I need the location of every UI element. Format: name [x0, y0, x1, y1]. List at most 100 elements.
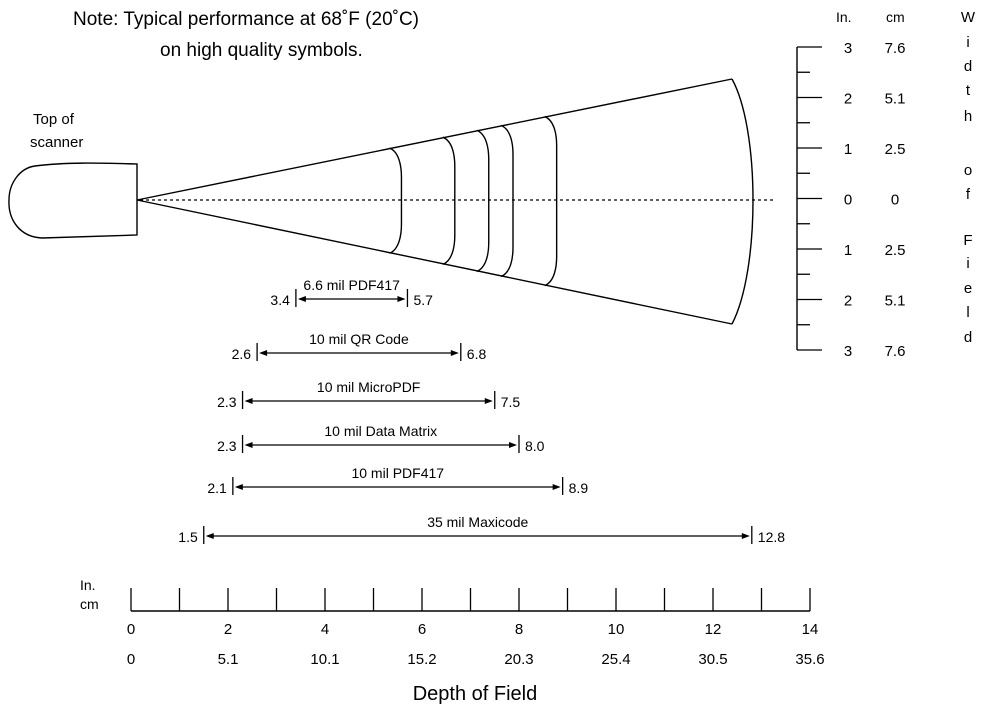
range-near-value: 3.4 — [270, 292, 290, 308]
width-unit-cm: cm — [886, 9, 905, 25]
range-arrow-right — [397, 296, 406, 302]
range-far-value: 7.5 — [501, 394, 521, 410]
scanner-label-line-2: scanner — [30, 134, 83, 151]
scanner-label-line-1: Top of — [33, 111, 75, 128]
range-symbol-label: 6.6 mil PDF417 — [303, 277, 400, 293]
range-arrow-left — [205, 533, 214, 539]
width-title-letter: e — [964, 280, 972, 297]
range-far-value: 6.8 — [467, 346, 487, 362]
range-arrow-right — [450, 350, 459, 356]
range-symbol-label: 10 mil QR Code — [309, 331, 409, 347]
depth-label-cm: 25.4 — [601, 651, 630, 668]
range-far-value: 8.9 — [569, 480, 589, 496]
range-far-value: 5.7 — [413, 292, 433, 308]
depth-label-in: 0 — [127, 621, 135, 638]
depth-unit-in: In. — [80, 577, 96, 593]
width-title-letter: d — [964, 329, 972, 346]
depth-axis: 0025.1410.1615.2820.31025.41230.51435.6 … — [80, 577, 825, 705]
width-label-in: 1 — [844, 141, 852, 158]
cone-range-arc — [389, 147, 403, 254]
width-unit-in: In. — [836, 9, 852, 25]
range-row: 10 mil MicroPDF 2.3 7.5 — [217, 379, 520, 410]
cone-range-arc — [500, 124, 514, 278]
width-label-cm: 7.6 — [885, 40, 906, 57]
range-symbol-label: 10 mil PDF417 — [351, 465, 444, 481]
width-label-in: 2 — [844, 91, 852, 108]
depth-label-in: 14 — [802, 621, 819, 638]
width-label-in: 2 — [844, 293, 852, 310]
width-label-in: 3 — [844, 40, 852, 57]
depth-label-in: 12 — [705, 621, 722, 638]
depth-label-cm: 10.1 — [310, 651, 339, 668]
scanner-head-shape — [8, 162, 138, 239]
cone-range-arcs — [389, 115, 558, 287]
depth-label-cm: 30.5 — [698, 651, 727, 668]
cone-range-arc — [476, 129, 490, 273]
range-arrow-right — [484, 398, 493, 404]
range-arrow-left — [234, 484, 243, 490]
depth-label-in: 8 — [515, 621, 523, 638]
width-label-cm: 7.6 — [885, 343, 906, 360]
width-title-letter: f — [966, 186, 971, 203]
depth-label-in: 6 — [418, 621, 426, 638]
width-title-letter: l — [966, 304, 969, 321]
note-line-1: Note: Typical performance at 68˚F (20˚C) — [73, 9, 419, 30]
range-arrow-right — [509, 442, 517, 448]
range-far-value: 8.0 — [525, 438, 545, 454]
range-near-value: 2.6 — [232, 346, 252, 362]
width-label-in: 3 — [844, 343, 852, 360]
width-title-letter: i — [966, 34, 969, 51]
width-title-letter: F — [963, 232, 972, 249]
range-row: 10 mil QR Code 2.6 6.8 — [232, 331, 487, 362]
depth-label-in: 2 — [224, 621, 232, 638]
width-label-in: 1 — [844, 242, 852, 259]
width-scale: 3 7.62 5.11 2.50 01 2.52 5.13 7.6 In. cm Widtho… — [796, 9, 976, 360]
width-title-letter: o — [964, 162, 972, 179]
depth-label-cm: 20.3 — [504, 651, 533, 668]
range-row: 6.6 mil PDF417 3.4 5.7 — [270, 277, 433, 308]
depth-label-in: 4 — [321, 621, 329, 638]
range-row: 10 mil PDF417 2.1 8.9 — [207, 465, 588, 496]
width-title-letter: W — [961, 9, 976, 26]
range-row: 10 mil Data Matrix 2.3 8.0 — [217, 423, 545, 454]
width-title-letter: h — [964, 108, 972, 125]
depth-unit-cm: cm — [80, 596, 99, 612]
width-title-letter: t — [966, 82, 971, 99]
width-title-letter: d — [964, 58, 972, 75]
range-near-value: 2.3 — [217, 394, 237, 410]
range-row: 35 mil Maxicode 1.5 12.8 — [178, 514, 785, 545]
width-label-cm: 2.5 — [885, 141, 906, 158]
range-arrow-left — [297, 296, 306, 302]
width-label-cm: 5.1 — [885, 91, 906, 108]
width-label-cm: 0 — [891, 192, 899, 209]
range-arrow-left — [259, 350, 268, 356]
range-far-value: 12.8 — [758, 529, 785, 545]
range-arrow-left — [244, 442, 253, 448]
symbol-ranges: 6.6 mil PDF417 3.4 5.7 10 mil QR Code 2.6 6.8… — [178, 277, 785, 545]
width-title-letter: i — [966, 255, 969, 272]
depth-label-cm: 0 — [127, 651, 135, 668]
range-near-value: 1.5 — [178, 529, 198, 545]
depth-label-in: 10 — [608, 621, 625, 638]
depth-axis-title: Depth of Field — [413, 683, 538, 705]
scan-cone — [136, 78, 775, 325]
range-arrow-left — [244, 398, 253, 404]
note-line-2: on high quality symbols. — [160, 40, 363, 61]
depth-label-cm: 35.6 — [795, 651, 824, 668]
depth-label-cm: 15.2 — [407, 651, 436, 668]
range-arrow-right — [741, 533, 750, 539]
range-symbol-label: 10 mil Data Matrix — [324, 423, 437, 439]
range-near-value: 2.1 — [207, 480, 227, 496]
range-symbol-label: 10 mil MicroPDF — [317, 379, 420, 395]
range-symbol-label: 35 mil Maxicode — [427, 514, 528, 530]
range-near-value: 2.3 — [217, 438, 237, 454]
cone-range-arc — [442, 136, 456, 266]
width-label-cm: 5.1 — [885, 293, 906, 310]
depth-label-cm: 5.1 — [218, 651, 239, 668]
width-label-in: 0 — [844, 192, 852, 209]
width-label-cm: 2.5 — [885, 242, 906, 259]
cone-range-arc — [544, 115, 558, 287]
range-arrow-right — [552, 484, 561, 490]
